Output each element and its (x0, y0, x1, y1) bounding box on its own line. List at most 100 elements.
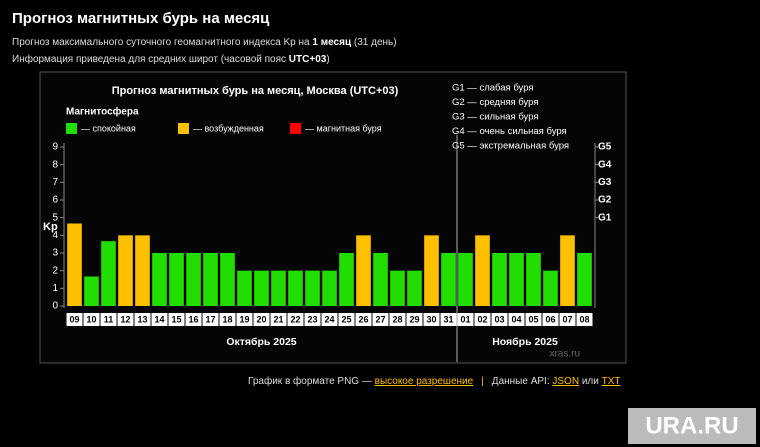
bar (118, 235, 133, 306)
date-cell (457, 313, 474, 326)
x-tick-label: 30 (426, 314, 436, 324)
bar (152, 253, 167, 306)
text: 1 месяц (312, 37, 352, 48)
bar (203, 253, 218, 306)
date-cell (83, 313, 100, 326)
chart-title: Прогноз магнитных бурь на месяц, Москва … (112, 85, 399, 97)
bar (458, 253, 473, 306)
g-scale-label: G5 — экстремальная буря (452, 141, 569, 152)
y2-tick-label: G5 (598, 142, 612, 153)
legend-label: — возбужденная (193, 123, 264, 133)
bar (526, 253, 541, 306)
x-tick-label: 27 (375, 314, 385, 324)
date-cell (389, 313, 406, 326)
x-tick-label: 06 (545, 314, 555, 324)
date-cell (372, 313, 389, 326)
bar (237, 270, 252, 306)
x-tick-label: 01 (460, 314, 470, 324)
date-cell (355, 313, 372, 326)
bar (441, 253, 456, 306)
date-cell (236, 313, 253, 326)
y2-tick-label: G3 (598, 177, 612, 188)
date-cell (440, 313, 457, 326)
y2-tick-label: G1 (598, 212, 612, 223)
bar (424, 235, 439, 306)
x-tick-label: 23 (307, 314, 317, 324)
date-cell (117, 313, 134, 326)
bar (356, 235, 371, 306)
link[interactable]: TXT (602, 376, 621, 387)
x-tick-label: 05 (528, 314, 538, 324)
date-cell (185, 313, 202, 326)
bar (475, 235, 490, 306)
legend-swatch (178, 123, 189, 134)
date-cell (559, 313, 576, 326)
x-tick-label: 24 (324, 314, 334, 324)
text: ) (326, 54, 329, 65)
y2-tick-label: G4 (598, 159, 612, 170)
bar (84, 276, 99, 306)
date-cell (270, 313, 287, 326)
legend-label: — спокойная (81, 123, 136, 133)
text: Прогноз максимального суточного геомагни… (12, 37, 312, 48)
date-cell (474, 313, 491, 326)
text: Информация приведена для средних широт (… (12, 53, 289, 65)
link[interactable]: JSON (552, 376, 579, 387)
text: UTC+03 (289, 54, 327, 65)
x-tick-label: 22 (290, 314, 300, 324)
y-tick-label: 1 (52, 283, 58, 294)
bar (220, 253, 235, 306)
x-tick-label: 17 (205, 314, 215, 324)
page-title: Прогноз магнитных бурь на месяц (12, 10, 270, 27)
bar (322, 270, 337, 306)
bar (135, 235, 150, 306)
x-tick-label: 31 (443, 314, 453, 324)
subtitle: Прогноз максимального суточного геомагни… (12, 37, 397, 48)
x-tick-label: 09 (69, 314, 79, 324)
g-scale-label: G3 — сильная буря (452, 112, 539, 123)
x-tick-label: 28 (392, 314, 402, 324)
footer: График в формате PNG — высокое разрешени… (248, 375, 621, 387)
date-cell (304, 313, 321, 326)
date-cell (542, 313, 559, 326)
date-cell (338, 313, 355, 326)
y-tick-label: 6 (52, 195, 58, 206)
bar (373, 253, 388, 306)
x-tick-label: 07 (562, 314, 572, 324)
x-tick-label: 25 (341, 314, 351, 324)
y-tick-label: 2 (52, 265, 58, 276)
x-tick-label: 16 (188, 314, 198, 324)
link[interactable]: высокое разрешение (375, 376, 474, 387)
text: График в формате PNG — (248, 375, 375, 387)
x-group-label: Ноябрь 2025 (492, 336, 558, 348)
date-cell (134, 313, 151, 326)
text: (31 день) (351, 37, 396, 48)
legend-label: — магнитная буря (305, 123, 382, 133)
g-scale-label: G4 — очень сильная буря (452, 126, 567, 137)
bar (288, 270, 303, 306)
text: или (579, 376, 602, 387)
bar (271, 270, 286, 306)
x-tick-label: 03 (494, 314, 504, 324)
x-tick-label: 18 (222, 314, 232, 324)
x-tick-label: 21 (273, 314, 283, 324)
date-cell (168, 313, 185, 326)
y2-tick-label: G2 (598, 195, 612, 206)
date-cell (287, 313, 304, 326)
g-scale-label: G1 — слабая буря (452, 83, 534, 94)
y-tick-label: 4 (52, 230, 58, 241)
x-tick-label: 19 (239, 314, 249, 324)
x-tick-label: 12 (120, 314, 130, 324)
watermark: URA.RU (645, 412, 738, 439)
x-tick-label: 29 (409, 314, 419, 324)
y-tick-label: 8 (52, 159, 58, 170)
date-cell (491, 313, 508, 326)
y-tick-label: 5 (52, 212, 58, 223)
bar (492, 253, 507, 306)
legend-title: Магнитосфера (66, 106, 139, 118)
date-cell (219, 313, 236, 326)
separator: | (481, 376, 484, 387)
x-tick-label: 14 (154, 314, 164, 324)
